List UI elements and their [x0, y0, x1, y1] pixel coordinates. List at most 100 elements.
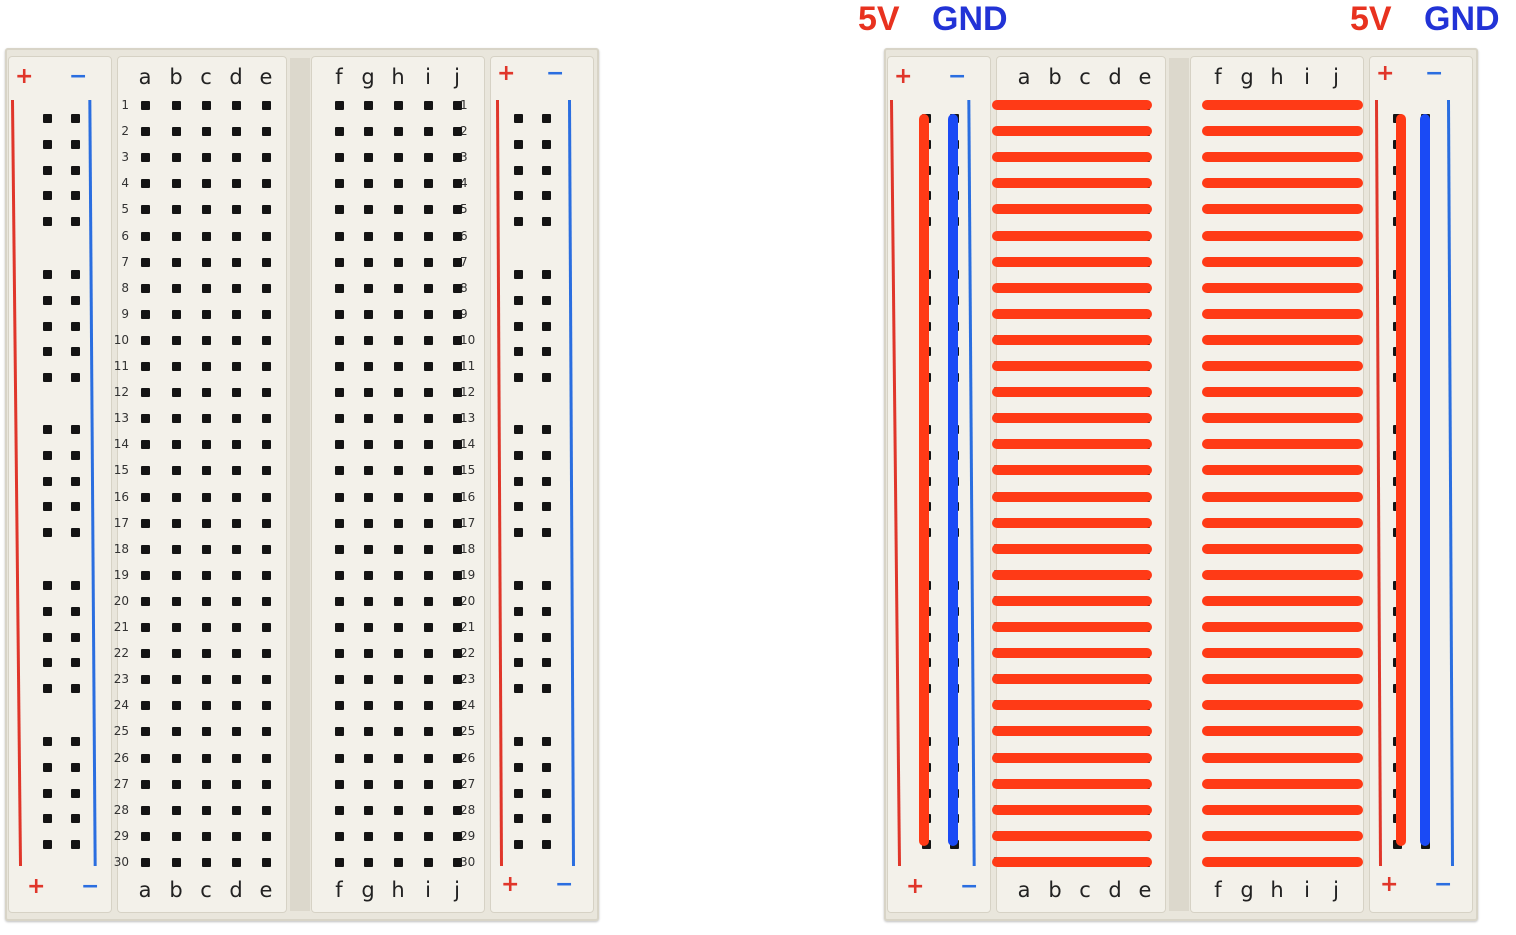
power-rail-left [887, 56, 991, 913]
row-number-6: 6 [460, 228, 468, 243]
rail-hole [514, 658, 523, 668]
row-connection-fghij [1202, 387, 1363, 398]
hole [453, 623, 462, 632]
hole [335, 701, 344, 711]
row-connection-abcde [992, 334, 1152, 345]
row-connection-fghij [1202, 100, 1363, 110]
minus-icon: − [555, 872, 574, 897]
hole [394, 518, 403, 528]
hole [141, 440, 150, 450]
hole [364, 701, 373, 711]
row-number-15: 15 [460, 463, 476, 478]
row-number-11: 11 [113, 359, 129, 373]
rail-hole [542, 295, 551, 305]
rail-hole [43, 165, 52, 175]
row-connection-fghij [1202, 595, 1363, 606]
hole [394, 727, 403, 737]
row-number-8: 8 [460, 280, 468, 295]
hole [172, 518, 181, 528]
hole [141, 779, 150, 789]
row-connection-abcde [992, 517, 1152, 528]
rail-hole [514, 295, 523, 305]
rail-hole [542, 425, 551, 434]
plus-icon: + [27, 874, 46, 899]
hole [364, 440, 373, 450]
hole [424, 544, 433, 554]
row-connection-abcde [992, 491, 1152, 502]
hole [335, 362, 344, 371]
hole [335, 283, 344, 293]
hole [232, 831, 241, 841]
hole [453, 831, 462, 841]
hole [232, 153, 241, 163]
hole [364, 257, 373, 267]
hole [453, 466, 462, 476]
rail-hole [542, 502, 551, 512]
row-connection-abcde [992, 622, 1152, 632]
column-label-g: g [1240, 878, 1254, 902]
hole [262, 283, 271, 293]
hole [364, 101, 373, 110]
hole [453, 596, 462, 606]
row-number-11: 11 [460, 359, 476, 373]
hole [364, 231, 373, 241]
hole [262, 544, 271, 554]
row-connection-abcde [992, 204, 1152, 215]
hole [172, 831, 181, 841]
hole [202, 153, 211, 163]
hole [141, 414, 150, 424]
hole [453, 727, 462, 737]
column-label-h: h [391, 65, 405, 89]
hole [424, 231, 433, 241]
plus-icon: + [497, 61, 516, 86]
hole [262, 257, 271, 267]
rail-hole [514, 476, 523, 486]
hole [394, 231, 403, 241]
hole [141, 231, 150, 241]
column-label-g: g [361, 878, 375, 902]
hole [202, 753, 211, 763]
rail-hole [514, 581, 523, 590]
hole [424, 649, 433, 659]
hole [335, 127, 344, 137]
hole [232, 205, 241, 215]
hole [364, 544, 373, 554]
row-number-27: 27 [113, 776, 129, 791]
hole [394, 127, 403, 137]
rail-hole [71, 814, 80, 824]
hole [453, 335, 462, 345]
rail-hole [542, 165, 551, 175]
breadboard-annotated: aabbccddeeffgghhiijj+−+−+−+−112233445566… [884, 48, 1478, 921]
rail-hole [542, 347, 551, 357]
hole [364, 205, 373, 215]
hole [232, 518, 241, 528]
hole [172, 701, 181, 711]
row-number-9: 9 [121, 306, 129, 321]
rail-hole [542, 814, 551, 824]
row-number-13: 13 [113, 411, 129, 426]
rail-hole [514, 632, 523, 642]
hole [232, 753, 241, 763]
minus-icon: − [69, 64, 88, 89]
row-number-26: 26 [460, 750, 476, 765]
hole [424, 518, 433, 528]
hole [424, 335, 433, 345]
hole [364, 623, 373, 632]
hole [232, 440, 241, 450]
hole [364, 831, 373, 841]
hole [394, 779, 403, 789]
row-connection-abcde [992, 413, 1152, 424]
hole [232, 779, 241, 789]
rail-hole [43, 528, 52, 538]
hole [262, 466, 271, 476]
hole [141, 805, 150, 815]
hole [202, 362, 211, 371]
row-number-4: 4 [121, 176, 129, 191]
hole [141, 831, 150, 841]
hole [453, 179, 462, 189]
rail-hole [43, 581, 52, 590]
plus-icon: + [15, 64, 34, 89]
column-label-h: h [391, 878, 405, 902]
column-label-e: e [259, 65, 273, 89]
label-gnd-left: GND [932, 0, 1008, 38]
